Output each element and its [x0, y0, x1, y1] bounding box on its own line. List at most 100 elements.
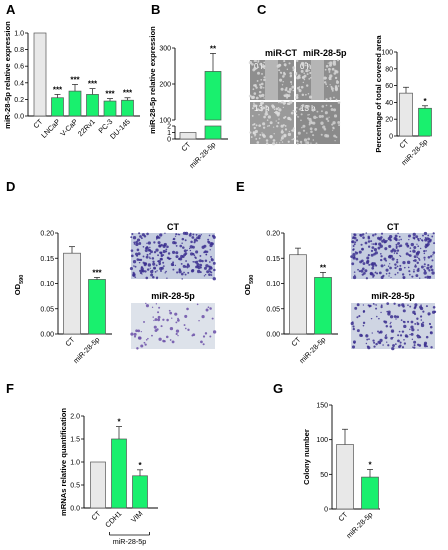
- cell-dot: [184, 239, 187, 242]
- cell-dot: [383, 264, 386, 266]
- cell-dot: [146, 253, 149, 256]
- cell-dot: [327, 119, 330, 123]
- cell-dot: [334, 69, 337, 73]
- bar: [33, 32, 47, 117]
- cell-dot: [262, 122, 266, 126]
- cell-dot: [385, 268, 389, 272]
- cell-dot: [188, 247, 191, 250]
- category-label: CT: [289, 335, 303, 349]
- y-tick-label: 0.00: [40, 332, 54, 339]
- cell-dot: [320, 110, 323, 113]
- bar: [88, 279, 106, 335]
- cell-dot: [374, 271, 376, 274]
- cell-dot: [332, 127, 335, 130]
- bar: [51, 97, 64, 117]
- cell-dot: [184, 252, 188, 256]
- cell-dot: [337, 101, 341, 104]
- cell-dot: [362, 267, 365, 271]
- cell-dot: [152, 260, 155, 263]
- cell-dot: [282, 124, 285, 127]
- cell-dot: [334, 139, 336, 142]
- cell-dot: [174, 235, 177, 237]
- cell-dot: [287, 102, 290, 106]
- cell-dot: [158, 262, 162, 265]
- cell-dot: [174, 264, 177, 267]
- cell-dot: [352, 248, 355, 251]
- cell-dot: [351, 262, 355, 266]
- y-tick-label: 300: [159, 46, 171, 53]
- cell-dot: [371, 246, 375, 249]
- y-tick-label: 0.0: [70, 506, 80, 513]
- cell-dot: [377, 246, 381, 250]
- cell-dot: [430, 268, 434, 272]
- cell-dot: [168, 257, 171, 260]
- cell-dot: [175, 251, 179, 255]
- cells-d-mir: [130, 302, 217, 350]
- cell-dot: [373, 345, 376, 348]
- cell-dot: [283, 133, 287, 138]
- cell-dot: [191, 334, 194, 337]
- cell-dot: [423, 250, 426, 253]
- cell-dot: [390, 336, 393, 340]
- cell-dot: [144, 262, 146, 264]
- cell-dot: [192, 233, 195, 236]
- y-tick-label: 50: [320, 472, 328, 479]
- cell-dot: [397, 339, 400, 343]
- cell-dot: [365, 342, 368, 345]
- cell-dot: [316, 116, 318, 119]
- cell-dot: [138, 261, 141, 264]
- cell-dot: [162, 261, 165, 264]
- cell-dot: [324, 133, 328, 138]
- wound-gap: [265, 60, 278, 100]
- cell-dot: [175, 245, 178, 247]
- cell-dot: [165, 335, 169, 339]
- cell-dot: [431, 259, 434, 262]
- category-label: CT: [397, 137, 411, 151]
- cell-dot: [209, 335, 212, 338]
- cell-dot: [187, 328, 190, 331]
- cell-dot: [422, 321, 425, 324]
- cell-dot: [375, 307, 378, 310]
- cell-dot: [325, 83, 328, 85]
- cell-dot: [284, 88, 288, 92]
- cell-dot: [404, 334, 408, 338]
- cell-dot: [252, 104, 257, 108]
- significance-label: *: [138, 461, 142, 470]
- cell-dot: [408, 254, 412, 257]
- cell-dot: [333, 114, 338, 118]
- cell-dot: [258, 90, 262, 94]
- cell-dot: [432, 254, 434, 256]
- cell-dot: [204, 259, 208, 262]
- y-axis-title: miR-28-5p relative expression: [3, 21, 12, 129]
- cell-dot: [136, 248, 140, 252]
- cell-dot: [250, 136, 253, 138]
- cell-dot: [386, 240, 388, 242]
- category-label: CT: [336, 510, 350, 524]
- y-tick-label: 0.15: [266, 256, 280, 263]
- cell-dot: [351, 321, 354, 323]
- cell-dot: [403, 338, 405, 341]
- cell-dot: [358, 250, 362, 254]
- wound-texture: [249, 100, 295, 146]
- bar: [204, 71, 222, 121]
- cell-dot: [279, 142, 281, 144]
- cell-dot: [309, 127, 313, 131]
- cell-dot: [205, 253, 208, 256]
- cell-dot: [337, 85, 340, 87]
- time-label: 13 h: [254, 104, 270, 113]
- cell-dot: [263, 78, 266, 82]
- cell-dot: [156, 236, 159, 239]
- cell-dot: [394, 273, 397, 276]
- cell-dot: [361, 273, 364, 276]
- cell-dot: [352, 253, 356, 257]
- cell-dot: [386, 310, 389, 313]
- cell-dot: [378, 271, 382, 275]
- cell-dot: [362, 304, 365, 306]
- cell-dot: [410, 320, 414, 324]
- cell-dot: [310, 142, 312, 144]
- cell-dot: [414, 303, 418, 307]
- time-label: 0 h: [254, 62, 265, 71]
- cell-dot: [353, 271, 356, 273]
- cell-dot: [326, 85, 329, 88]
- cell-dot: [419, 277, 421, 279]
